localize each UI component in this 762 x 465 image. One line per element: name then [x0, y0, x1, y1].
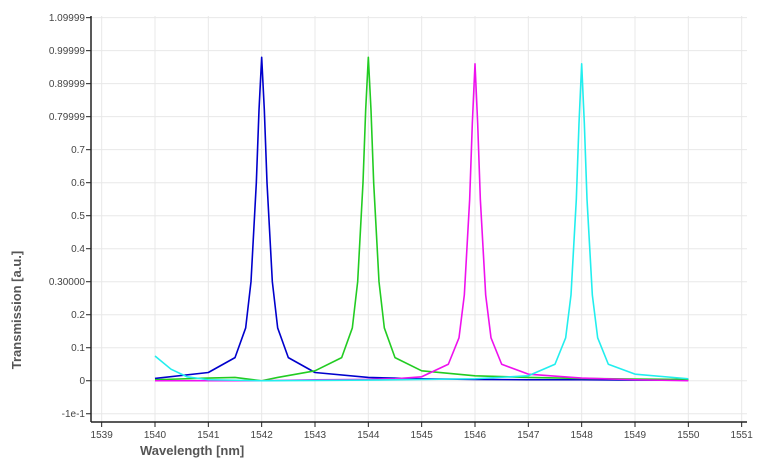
- y-tick-label: 0.79999: [49, 112, 86, 123]
- y-tick-label: 0.2: [71, 310, 85, 321]
- x-axis-ticks: 1539 1540 1541 1542 1543 1544 1545 1546 1547 1548…: [91, 422, 754, 441]
- plot-background: [91, 16, 747, 422]
- grid-lines: [91, 16, 747, 422]
- y-tick-label: 0.6: [71, 178, 85, 189]
- x-tick-label: 1540: [144, 430, 167, 441]
- series-line-4: [154, 63, 689, 382]
- y-tick-label: 0.30000: [49, 277, 86, 288]
- y-tick-label: 0: [79, 376, 85, 387]
- series-group: [154, 56, 689, 382]
- x-tick-label: 1542: [251, 430, 274, 441]
- y-tick-label: 0.5: [71, 211, 85, 222]
- y-tick-label: -1e-1: [62, 409, 86, 420]
- y-tick-label: 0.7: [71, 145, 85, 156]
- y-axis-ticks: -1e-1 0 0.1 0.2 0.30000 0.4 0.5 0.6 0.7 0.79999 0.…: [49, 13, 91, 420]
- x-tick-label: 1543: [304, 430, 327, 441]
- x-tick-label: 1549: [624, 430, 647, 441]
- x-tick-label: 1545: [411, 430, 434, 441]
- y-axis-title: Transmission [a.u.]: [9, 251, 24, 369]
- x-tick-label: 1551: [731, 430, 754, 441]
- y-tick-label: 0.89999: [49, 79, 86, 90]
- y-tick-label: 0.4: [71, 244, 85, 255]
- x-tick-label: 1547: [517, 430, 540, 441]
- x-tick-label: 1548: [571, 430, 594, 441]
- y-tick-label: 1.09999: [49, 13, 86, 24]
- x-tick-label: 1550: [677, 430, 700, 441]
- x-axis-title: Wavelength [nm]: [140, 443, 244, 458]
- series-line-1: [154, 56, 689, 381]
- y-tick-label: 0.1: [71, 343, 85, 354]
- series-line-2: [154, 56, 689, 382]
- x-tick-label: 1544: [357, 430, 380, 441]
- y-tick-label: 0.99999: [49, 46, 86, 57]
- x-tick-label: 1546: [464, 430, 487, 441]
- x-tick-label: 1539: [91, 430, 114, 441]
- x-tick-label: 1541: [197, 430, 220, 441]
